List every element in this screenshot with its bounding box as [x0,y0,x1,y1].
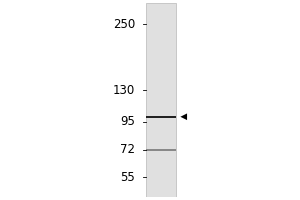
Bar [146,116,176,118]
Text: 250: 250 [113,18,135,31]
Bar [146,149,176,151]
Bar [146,3,176,197]
Text: 72: 72 [120,143,135,156]
Text: 95: 95 [120,115,135,128]
Text: 55: 55 [121,171,135,184]
Text: 130: 130 [113,84,135,97]
